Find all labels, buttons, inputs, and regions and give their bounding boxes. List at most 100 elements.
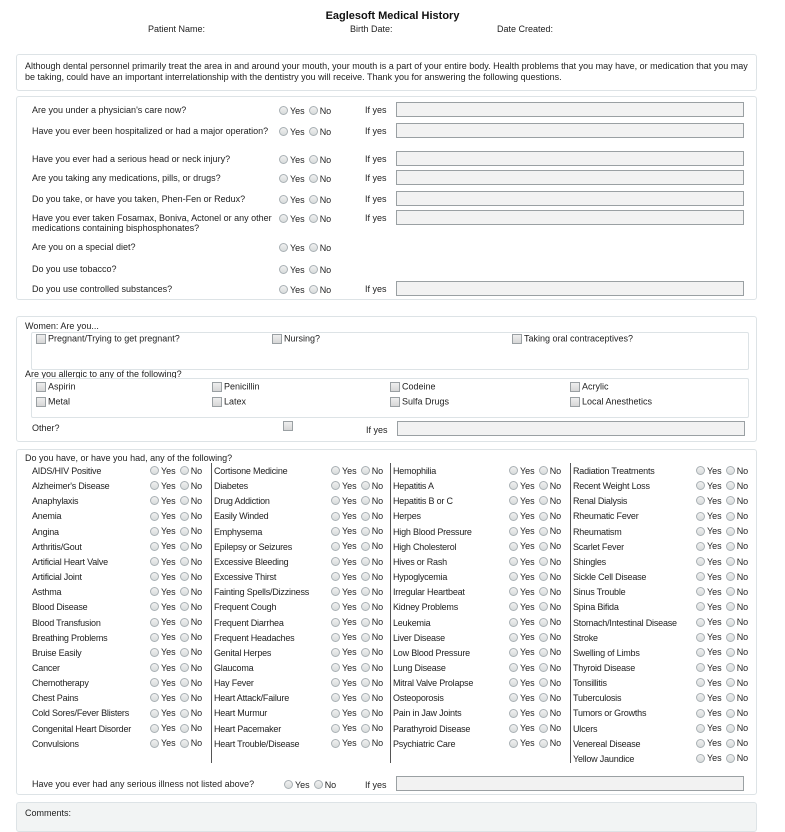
yes-radio[interactable] [331,526,340,536]
no-radio[interactable] [538,602,548,612]
yes-radio[interactable] [509,708,518,718]
no-radio[interactable] [179,632,189,642]
yes-radio[interactable] [696,693,705,703]
no-radio[interactable] [360,526,370,536]
yes-no-radio-group[interactable]: Yes No [331,480,387,491]
no-radio[interactable] [360,541,370,551]
yes-radio[interactable] [279,106,288,116]
no-radio[interactable] [179,541,189,551]
no-radio[interactable] [725,647,735,657]
no-radio[interactable] [538,678,548,688]
checkbox[interactable] [390,396,400,407]
if-yes-input[interactable] [396,210,744,225]
yes-radio[interactable] [696,587,705,597]
yes-radio[interactable] [150,526,159,536]
allergy-checkbox-item[interactable]: Codeine [390,381,436,392]
no-radio[interactable] [360,738,370,748]
yes-no-radio-group[interactable]: Yes No [150,677,206,688]
yes-no-radio-group[interactable]: Yes No [279,173,335,184]
yes-no-radio-group[interactable]: Yes No [696,738,752,748]
yes-radio[interactable] [509,587,518,597]
no-radio[interactable] [313,780,323,790]
yes-no-radio-group[interactable]: Yes No [150,601,206,612]
no-radio[interactable] [308,174,318,184]
if-yes-input[interactable] [396,102,744,117]
no-radio[interactable] [308,106,318,116]
no-radio[interactable] [360,496,370,506]
yes-radio[interactable] [279,265,288,275]
yes-no-radio-group[interactable]: Yes No [331,692,387,703]
yes-no-radio-group[interactable]: Yes No [696,480,752,491]
no-radio[interactable] [360,511,370,521]
yes-no-radio-group[interactable]: Yes No [509,707,565,718]
checkbox[interactable] [36,381,46,392]
other-allergy-input[interactable] [397,421,745,436]
no-radio[interactable] [725,557,735,567]
checkbox[interactable] [212,396,222,407]
other-illness-input[interactable] [396,776,744,791]
no-radio[interactable] [360,693,370,703]
yes-radio[interactable] [331,541,340,551]
yes-radio[interactable] [696,647,705,657]
no-radio[interactable] [725,678,735,688]
yes-radio[interactable] [331,466,340,476]
yes-no-radio-group[interactable]: Yes No [696,526,752,536]
yes-radio[interactable] [509,693,518,703]
no-radio[interactable] [538,663,548,673]
no-radio[interactable] [179,663,189,673]
no-radio[interactable] [538,526,548,536]
yes-radio[interactable] [696,572,705,582]
yes-no-radio-group[interactable]: Yes No [696,541,752,551]
yes-no-radio-group[interactable]: Yes No [509,465,565,476]
yes-radio[interactable] [150,557,159,567]
yes-no-radio-group[interactable]: Yes No [509,617,565,627]
yes-radio[interactable] [509,541,518,551]
yes-no-radio-group[interactable]: Yes No [279,126,335,137]
yes-radio[interactable] [150,481,159,491]
yes-no-radio-group[interactable]: Yes No [150,586,206,597]
yes-no-radio-group[interactable]: Yes No [509,510,565,521]
yes-no-radio-group[interactable]: Yes No [279,284,335,295]
no-radio[interactable] [725,496,735,506]
yes-radio[interactable] [696,617,705,627]
yes-radio[interactable] [331,708,340,718]
no-radio[interactable] [725,693,735,703]
yes-radio[interactable] [509,632,518,642]
yes-no-radio-group[interactable]: Yes No [150,692,206,703]
yes-radio[interactable] [509,678,518,688]
no-radio[interactable] [538,647,548,657]
yes-radio[interactable] [696,663,705,673]
yes-radio[interactable] [150,466,159,476]
yes-no-radio-group[interactable]: Yes No [696,723,752,733]
yes-no-radio-group[interactable]: Yes No [150,632,206,642]
yes-no-radio-group[interactable]: Yes No [279,105,335,116]
yes-no-radio-group[interactable]: Yes No [696,510,752,521]
allergy-checkbox-item[interactable]: Metal [36,396,70,407]
yes-no-radio-group[interactable]: Yes No [696,632,752,642]
yes-no-radio-group[interactable]: Yes No [509,571,565,582]
yes-radio[interactable] [509,511,518,521]
allergy-checkbox-item[interactable]: Sulfa Drugs [390,396,449,407]
allergy-checkbox-item[interactable]: Acrylic [570,381,609,392]
yes-no-radio-group[interactable]: Yes No [331,465,387,476]
yes-no-radio-group[interactable]: Yes No [279,213,335,224]
yes-no-radio-group[interactable]: Yes No [509,556,565,567]
no-radio[interactable] [725,541,735,551]
no-radio[interactable] [725,481,735,491]
no-radio[interactable] [179,481,189,491]
yes-no-radio-group[interactable]: Yes No [331,586,387,597]
no-radio[interactable] [538,693,548,703]
no-radio[interactable] [360,572,370,582]
if-yes-input[interactable] [396,191,744,206]
yes-no-radio-group[interactable]: Yes No [150,662,206,673]
yes-no-radio-group[interactable]: Yes No [331,662,387,673]
no-radio[interactable] [360,708,370,718]
yes-radio[interactable] [696,753,705,763]
yes-no-radio-group[interactable]: Yes No [696,617,752,627]
no-radio[interactable] [308,243,318,253]
yes-radio[interactable] [150,738,159,748]
yes-no-radio-group[interactable]: Yes No [150,571,206,582]
no-radio[interactable] [538,541,548,551]
allergy-checkbox-item[interactable]: Aspirin [36,381,76,392]
yes-radio[interactable] [509,617,518,627]
